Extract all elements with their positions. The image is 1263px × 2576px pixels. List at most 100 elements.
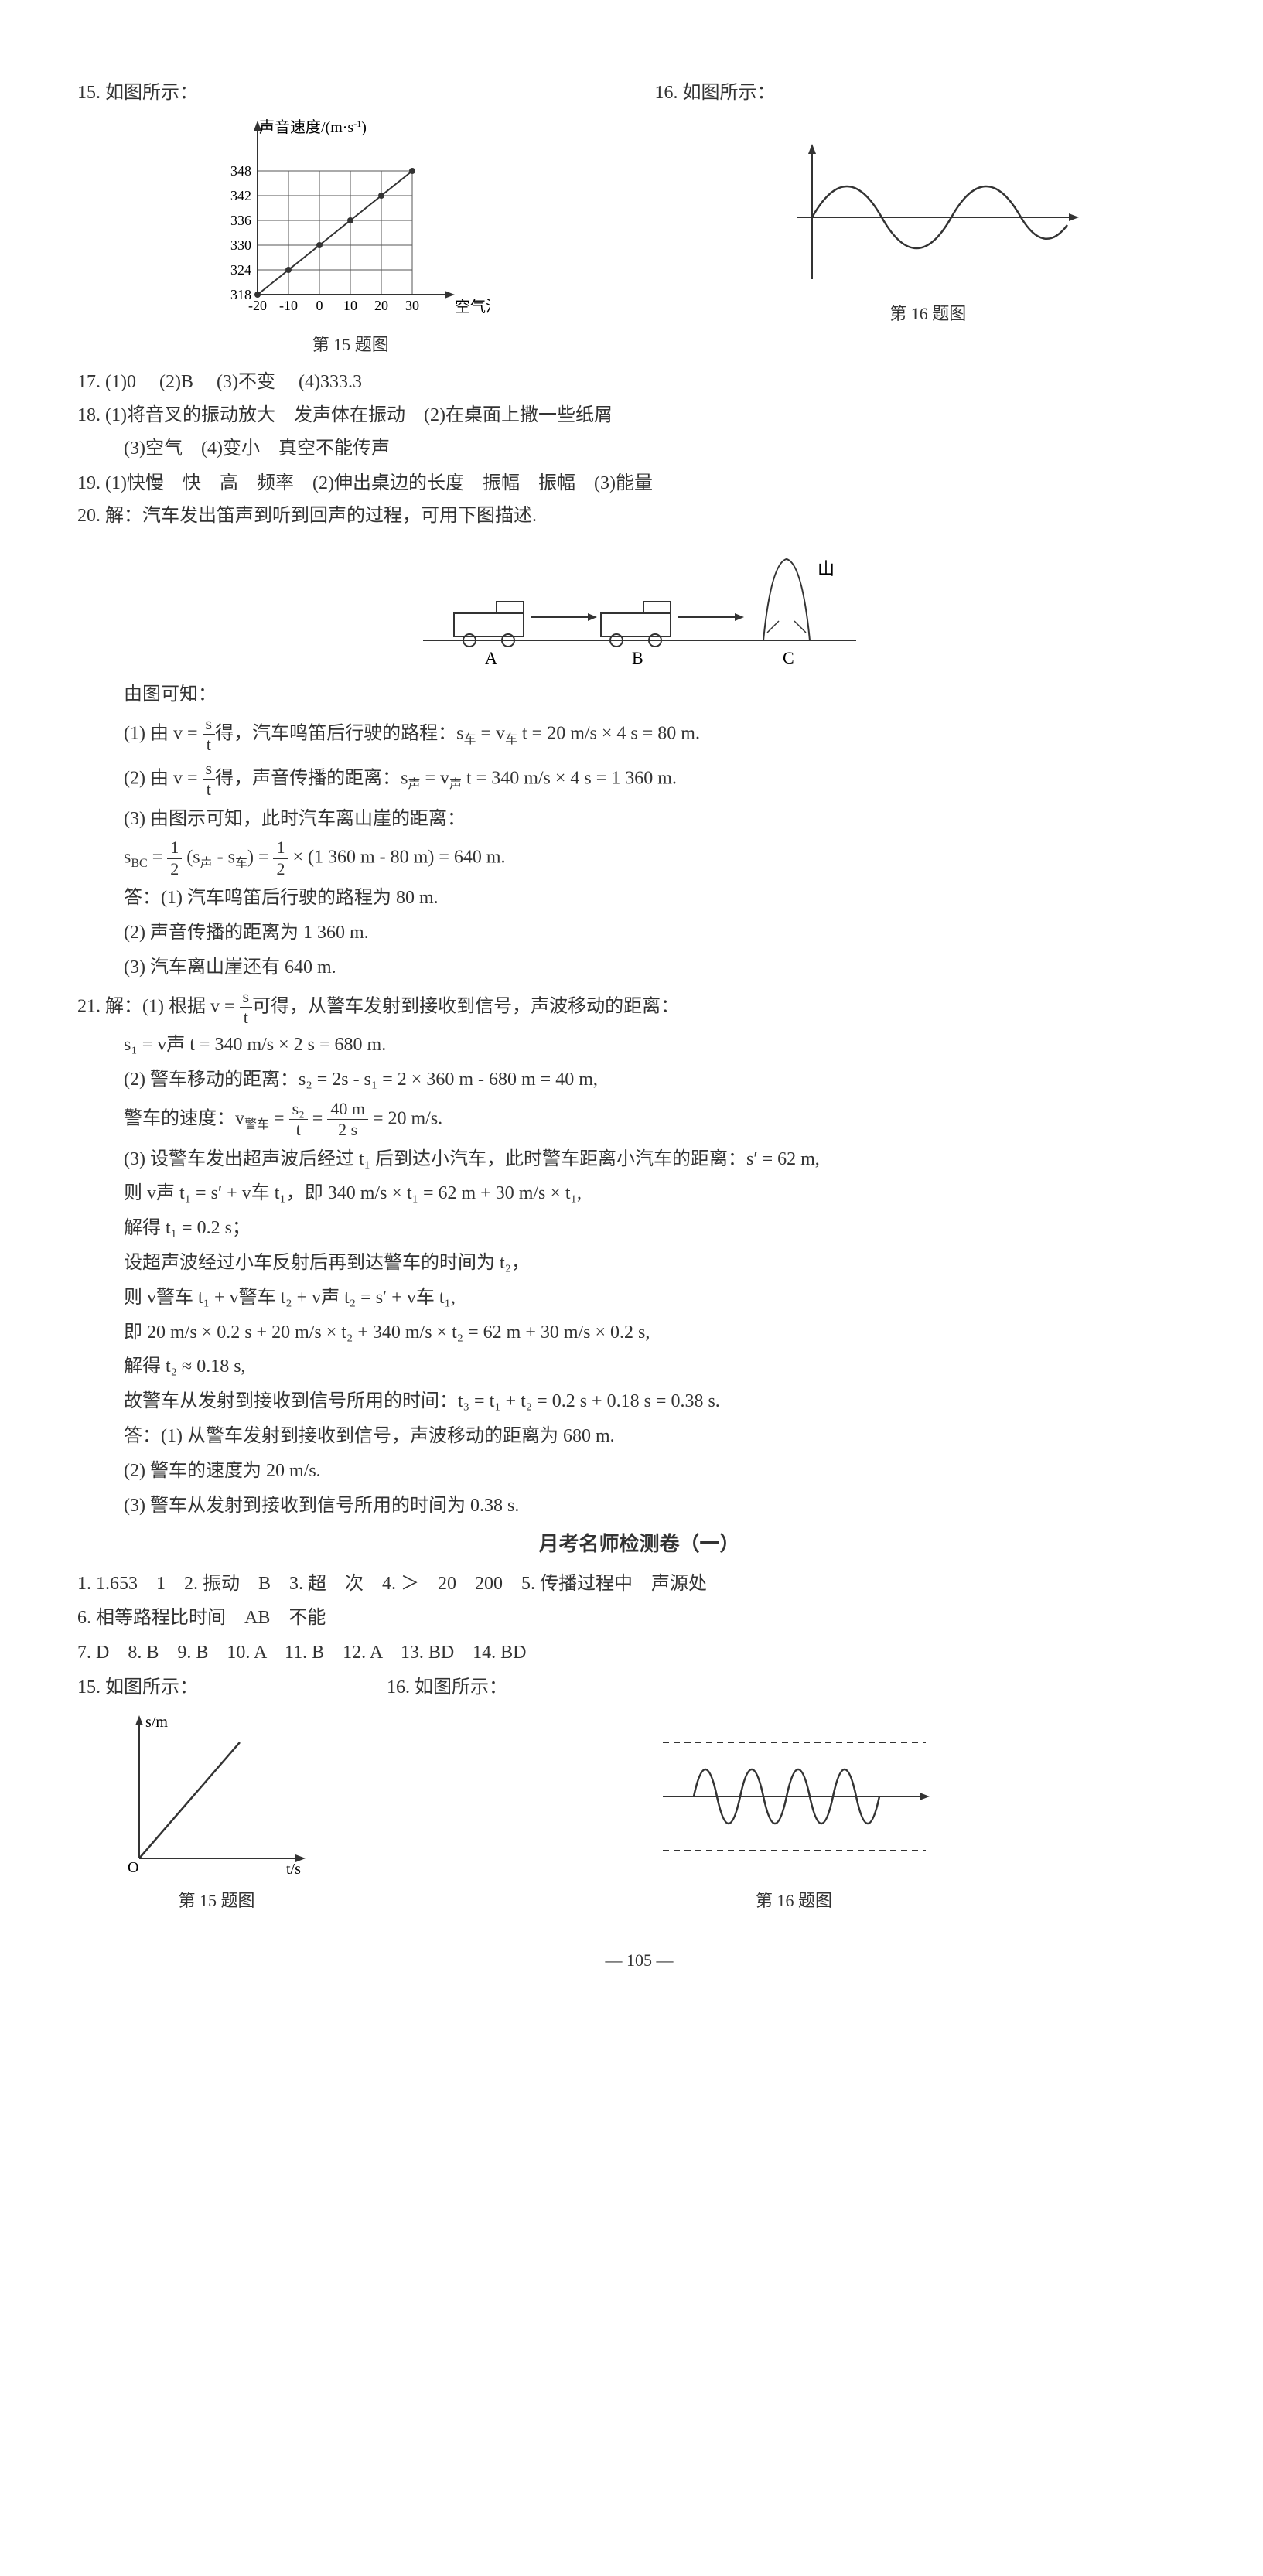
svg-text:声音速度/(m·s-1): 声音速度/(m·s-1) [259, 118, 367, 136]
q20-l1d: t = 20 m/s × 4 s = 80 m. [517, 723, 700, 743]
q18-l1: 18. (1)将音叉的振动放大 发声体在振动 (2)在桌面上撒一些纸屑 [77, 400, 1201, 432]
q17-p1: (1)0 [105, 372, 136, 392]
q20-l4: sBC = 12 (s声 - s车) = 12 × (1 360 m - 80 … [77, 838, 1201, 879]
q20-l1b: 得，汽车鸣笛后行驶的路程：s [215, 723, 463, 743]
q21-l5: (3) 设警车发出超声波后经过 t₁ 后到达小汽车，此时警车距离小汽车的距离：s… [77, 1144, 1201, 1175]
q21-l7: 解得 t₁ = 0.2 s； [77, 1213, 1201, 1244]
q17-p4: (4)333.3 [299, 372, 362, 392]
q20-l3: (3) 由图示可知，此时汽车离山崖的距离： [77, 804, 1201, 835]
q15b-header: 15. 如图所示： [77, 1672, 356, 1704]
q20-l4f: × (1 360 m - 80 m) = 640 m. [288, 848, 505, 868]
sub: 车 [505, 733, 517, 746]
svg-text:348: 348 [230, 163, 251, 179]
q21-a2: (2) 警车的速度为 20 m/s. [77, 1455, 1201, 1487]
q21-l2: s₁ = v声 t = 340 m/s × 2 s = 680 m. [77, 1029, 1201, 1061]
q21-l1b: 可得，从警车发射到接收到信号，声波移动的距离： [252, 996, 679, 1016]
q15-q16-row: 15. 如图所示： 声音速度/(m·s-1) 34834233633032431… [77, 77, 1201, 367]
q16b-header: 16. 如图所示： [387, 1672, 1201, 1704]
q21-l4a: 警车的速度：v [124, 1108, 244, 1128]
q21-l8: 设超声波经过小车反射后再到达警车的时间为 t₂， [77, 1247, 1201, 1279]
section-title: 月考名师检测卷（一） [77, 1527, 1201, 1561]
q21-label: 21. [77, 996, 101, 1016]
q20-l2d: t = 340 m/s × 4 s = 1 360 m. [462, 768, 677, 788]
q21-l4c: = [308, 1108, 328, 1128]
sub: 警车 [244, 1118, 269, 1131]
q21-a1: 答：(1) 从警车发射到接收到信号，声波移动的距离为 680 m. [77, 1421, 1201, 1452]
sub: 声 [449, 778, 462, 791]
q15-block: 15. 如图所示： 声音速度/(m·s-1) 34834233633032431… [77, 77, 624, 367]
frac-den: t [203, 735, 216, 755]
svg-text:-20: -20 [248, 298, 267, 313]
q20-after: 由图可知： [77, 679, 1201, 711]
q20-intro: 20. 解：汽车发出笛声到听到回声的过程，可用下图描述. [77, 500, 1201, 532]
q16b-block: 16. 如图所示： 第 16 题图 [387, 1672, 1201, 1923]
q21-l4b: = [269, 1108, 289, 1128]
q17-p3: (3)不变 [217, 372, 275, 392]
frac-num: s [240, 987, 253, 1008]
q21-l1: 21. 解：(1) 根据 v = st可得，从警车发射到接收到信号，声波移动的距… [77, 987, 1201, 1029]
mc-l2: 6. 相等路程比时间 AB 不能 [77, 1602, 1201, 1634]
q17-p2: (2)B [159, 372, 193, 392]
q17-label: 17. [77, 372, 101, 392]
q16b-chart: 第 16 题图 [387, 1711, 1201, 1915]
svg-text:10: 10 [343, 298, 357, 313]
svg-text:B: B [632, 648, 643, 667]
q20-l2: (2) 由 v = st得，声音传播的距离：s声 = v声 t = 340 m/… [77, 759, 1201, 800]
q16-caption: 第 16 题图 [655, 299, 1202, 328]
frac-num: s₂ [289, 1099, 308, 1120]
sub: 车 [463, 733, 476, 746]
q20-l4c: (s [182, 848, 200, 868]
q20-l2a: (2) 由 v = [124, 768, 203, 788]
q21-a3: (3) 警车从发射到接收到信号所用的时间为 0.38 s. [77, 1490, 1201, 1522]
q20-label: 20. [77, 506, 101, 526]
svg-text:山: 山 [818, 559, 835, 578]
svg-text:0: 0 [316, 298, 323, 313]
q20-svg: 山 A B C [400, 540, 879, 671]
q20-l1: (1) 由 v = st得，汽车鸣笛后行驶的路程：s车 = v车 t = 20 … [77, 714, 1201, 756]
q21-l6: 则 v声 t₁ = s′ + v车 t₁，即 340 m/s × t₁ = 62… [77, 1178, 1201, 1210]
frac-num: 1 [273, 838, 288, 858]
frac-num: 40 m [327, 1099, 368, 1120]
q15-svg: 声音速度/(m·s-1) 348342336330324318 -20-1001… [211, 117, 490, 326]
q15b-block: 15. 如图所示： s/m t/s O 第 15 题图 [77, 1672, 356, 1923]
q16-svg [766, 140, 1091, 295]
q16-block: 16. 如图所示： 第 16 题图 [655, 77, 1202, 336]
q16-chart: 第 16 题图 [655, 140, 1202, 328]
q20-l4d: - s [213, 848, 235, 868]
q18-label: 18. [77, 405, 101, 425]
q16b-svg [647, 1711, 941, 1882]
q19-text: (1)快慢 快 高 频率 (2)伸出桌边的长度 振幅 振幅 (3)能量 [105, 473, 653, 493]
q20-intro-text: 解：汽车发出笛声到听到回声的过程，可用下图描述. [105, 506, 537, 526]
frac-num: s [203, 714, 216, 735]
q20-l4e: ) = [247, 848, 274, 868]
frac-den: t [203, 780, 216, 800]
page-number: — 105 — [77, 1946, 1201, 1974]
svg-text:342: 342 [230, 188, 251, 203]
sub: 声 [408, 778, 420, 791]
sub: BC [131, 858, 147, 871]
svg-text:t/s: t/s [286, 1861, 301, 1878]
svg-text:324: 324 [230, 262, 251, 278]
frac-den: 2 s [327, 1120, 368, 1140]
svg-text:空气温度/℃: 空气温度/℃ [455, 298, 490, 316]
frac-den: t [240, 1008, 253, 1028]
frac-num: s [203, 759, 216, 780]
q18-t1: (1)将音叉的振动放大 发声体在振动 (2)在桌面上撒一些纸屑 [105, 405, 613, 425]
q20-l2b: 得，声音传播的距离：s [215, 768, 408, 788]
q16-header: 16. 如图所示： [655, 77, 1202, 109]
q15b-svg: s/m t/s O [108, 1711, 325, 1882]
frac-den: 2 [167, 859, 182, 879]
q20-l1a: (1) 由 v = [124, 723, 203, 743]
q20-l4b: = [148, 848, 168, 868]
q21-l4: 警车的速度：v警车 = s₂t = 40 m2 s = 20 m/s. [77, 1099, 1201, 1141]
frac-num: 1 [167, 838, 182, 858]
q18-l2: (3)空气 (4)变小 真空不能传声 [77, 433, 1201, 465]
q19-label: 19. [77, 473, 101, 493]
q21-l3: (2) 警车移动的距离：s₂ = 2s - s₁ = 2 × 360 m - 6… [77, 1064, 1201, 1096]
q15b-caption: 第 15 题图 [77, 1886, 356, 1915]
q20-l2c: = v [420, 768, 449, 788]
q19: 19. (1)快慢 快 高 频率 (2)伸出桌边的长度 振幅 振幅 (3)能量 [77, 468, 1201, 500]
q20-diagram: 山 A B C [77, 540, 1201, 671]
sub: 车 [235, 858, 247, 871]
q15b-chart: s/m t/s O 第 15 题图 [77, 1711, 356, 1915]
